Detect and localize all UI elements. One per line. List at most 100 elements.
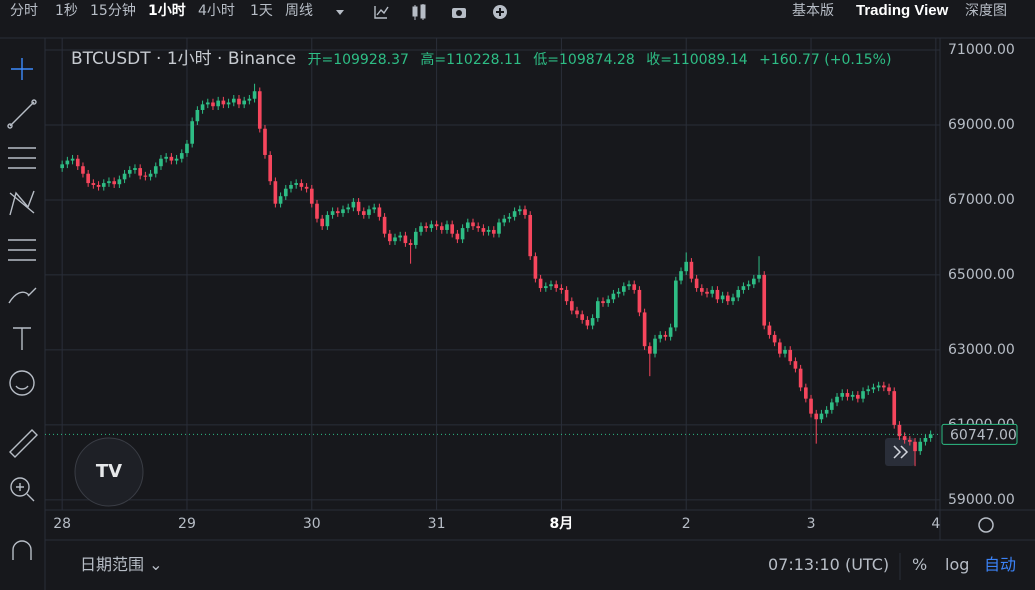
x-tick-label: 4 xyxy=(931,516,940,532)
log-toggle[interactable]: log xyxy=(945,555,970,574)
candle-body xyxy=(325,214,330,227)
candle-body xyxy=(507,216,512,219)
candle-body xyxy=(174,158,179,161)
candle-body xyxy=(497,222,501,234)
candle-body xyxy=(346,207,351,210)
candle-body xyxy=(804,387,808,399)
view-tab[interactable]: 基本版 xyxy=(792,3,834,19)
candle-body xyxy=(153,166,158,174)
candle-body xyxy=(824,409,829,414)
candle-body xyxy=(616,291,621,294)
candle-body xyxy=(819,413,824,420)
y-tick-label: 59000.00 xyxy=(948,492,1015,508)
candle-body xyxy=(538,278,543,289)
interval[interactable]: 1天 xyxy=(250,3,273,19)
candle-body xyxy=(585,319,590,326)
last-price-label: 60747.00 xyxy=(950,427,1017,443)
candle-body xyxy=(627,284,631,287)
candle-body xyxy=(580,314,585,320)
candle-body xyxy=(424,226,429,229)
interval[interactable]: 1秒 xyxy=(55,3,78,19)
candle-body xyxy=(866,389,871,392)
y-tick-label: 71000.00 xyxy=(948,42,1015,58)
ohlc: 低=109874.28 xyxy=(533,52,635,68)
candle-body xyxy=(850,394,855,397)
candle-body xyxy=(413,231,418,245)
x-tick-label: 31 xyxy=(428,516,446,532)
candle-body xyxy=(486,229,491,232)
candle-body xyxy=(320,218,325,227)
candle-body xyxy=(621,286,626,292)
candle-body xyxy=(247,98,252,101)
candle-body xyxy=(91,183,96,185)
candle-body xyxy=(637,289,642,313)
toolbar-icons[interactable] xyxy=(333,4,523,20)
candle-body xyxy=(491,229,496,234)
candle-body xyxy=(601,301,605,304)
date-range[interactable]: 日期范围 ⌄ xyxy=(80,555,163,574)
candle-body xyxy=(377,207,382,217)
candle-body xyxy=(913,441,917,452)
candle-body xyxy=(528,214,533,257)
candle-body xyxy=(668,327,673,337)
interval[interactable]: 周线 xyxy=(285,3,313,19)
interval-active[interactable]: 1小时 xyxy=(148,3,186,19)
percent-toggle[interactable]: % xyxy=(912,555,928,574)
candle-body xyxy=(523,209,527,215)
candle-body xyxy=(226,102,231,105)
candle-body xyxy=(606,299,611,304)
view-tab[interactable]: 深度图 xyxy=(965,3,1007,19)
candle-body xyxy=(315,203,319,219)
interval[interactable]: 15分钟 xyxy=(90,3,136,19)
candle-body xyxy=(439,226,444,230)
interval[interactable]: 分时 xyxy=(10,3,38,19)
candles xyxy=(45,83,940,467)
candle-body xyxy=(387,233,392,242)
settings[interactable] xyxy=(978,517,994,533)
candle-body xyxy=(278,196,283,204)
x-tick-label: 2 xyxy=(682,516,691,532)
view-tab-active[interactable]: Trading View xyxy=(856,2,949,19)
candle-body xyxy=(403,235,408,244)
candle-body xyxy=(710,289,715,294)
candle-body xyxy=(715,289,720,300)
ohlc: 收=110089.14 xyxy=(646,52,748,68)
candle-body xyxy=(419,226,423,232)
candle-body xyxy=(882,385,886,388)
clock: 07:13:10 (UTC) xyxy=(768,555,890,574)
candle-body xyxy=(689,261,694,279)
drawing-tools[interactable] xyxy=(7,58,38,560)
candle-body xyxy=(564,289,569,302)
chart-title: BTCUSDT · 1小时 · Binance xyxy=(71,49,297,69)
tv-logo-mark: TV xyxy=(96,461,122,482)
candle-body xyxy=(138,168,142,176)
candle-body xyxy=(294,183,299,185)
candle-body xyxy=(887,387,891,392)
candle-body xyxy=(897,424,902,437)
candle-body xyxy=(335,211,340,214)
candle-body xyxy=(595,301,600,319)
candle-body xyxy=(289,184,293,189)
candle-body xyxy=(512,211,517,217)
candle-body xyxy=(918,441,923,452)
candle-body xyxy=(892,391,897,425)
candle-body xyxy=(767,325,772,335)
candle-body xyxy=(699,288,704,292)
candle-body xyxy=(569,301,574,311)
candle-body xyxy=(788,349,793,362)
candle-body xyxy=(731,297,735,302)
candle-body xyxy=(752,278,756,285)
candle-body xyxy=(221,100,226,105)
candle-body xyxy=(741,286,746,290)
candle-body xyxy=(65,160,70,165)
x-tick-label: 30 xyxy=(303,516,321,532)
candle-body xyxy=(117,179,122,185)
scroll-icon xyxy=(893,445,909,459)
interval[interactable]: 4小时 xyxy=(198,3,235,19)
tv-logo[interactable] xyxy=(74,437,144,507)
candle-body xyxy=(361,211,366,215)
auto-toggle[interactable]: 自动 xyxy=(984,555,1017,574)
candle-body xyxy=(559,288,564,290)
candle-body xyxy=(185,143,189,154)
